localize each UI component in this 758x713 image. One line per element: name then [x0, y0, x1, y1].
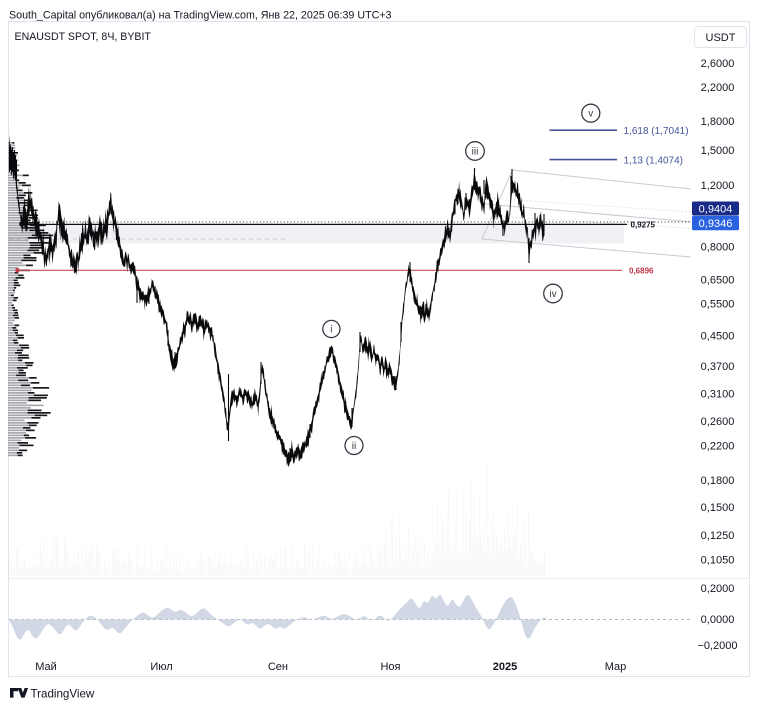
svg-text:2025: 2025	[493, 661, 517, 673]
svg-text:−0,2000: −0,2000	[697, 640, 737, 652]
svg-text:0,2000: 0,2000	[701, 583, 735, 595]
svg-text:TradingView: TradingView	[31, 687, 95, 700]
svg-text:0,4500: 0,4500	[701, 330, 735, 342]
svg-text:0,9275: 0,9275	[631, 220, 656, 229]
svg-text:0,6896: 0,6896	[629, 266, 654, 275]
svg-text:ENAUSDT SPOT, 8Ч, BYBIT: ENAUSDT SPOT, 8Ч, BYBIT	[15, 31, 152, 43]
svg-text:1,8000: 1,8000	[701, 116, 735, 128]
svg-text:Мар: Мар	[605, 661, 627, 673]
svg-text:0,9404: 0,9404	[699, 203, 733, 215]
svg-text:0,9346: 0,9346	[699, 218, 733, 230]
svg-text:0,2600: 0,2600	[701, 416, 735, 428]
svg-text:0,1800: 0,1800	[701, 475, 735, 487]
svg-text:v: v	[588, 109, 593, 120]
svg-text:0,3700: 0,3700	[701, 361, 735, 373]
svg-text:0,1050: 0,1050	[701, 555, 735, 567]
svg-text:1,2000: 1,2000	[701, 180, 735, 192]
svg-text:ii: ii	[352, 441, 356, 452]
svg-text:iii: iii	[472, 147, 479, 158]
svg-text:Май: Май	[35, 661, 57, 673]
svg-text:i: i	[330, 325, 332, 336]
svg-text:0,1250: 0,1250	[701, 530, 735, 542]
svg-text:0,6500: 0,6500	[701, 274, 735, 286]
svg-text:0,1500: 0,1500	[701, 502, 735, 514]
svg-text:0,5500: 0,5500	[701, 298, 735, 310]
svg-text:2,2000: 2,2000	[701, 82, 735, 94]
svg-text:1,618 (1,7041): 1,618 (1,7041)	[624, 126, 689, 137]
svg-text:1,13 (1,4074): 1,13 (1,4074)	[624, 156, 684, 167]
svg-text:USDT: USDT	[706, 32, 736, 44]
svg-text:0,3100: 0,3100	[701, 388, 735, 400]
svg-text:iv: iv	[549, 289, 556, 300]
svg-text:Июл: Июл	[150, 661, 172, 673]
svg-text:Ноя: Ноя	[380, 661, 400, 673]
svg-text:1,5000: 1,5000	[701, 145, 735, 157]
svg-text:0,8000: 0,8000	[701, 242, 735, 254]
svg-text:Сен: Сен	[268, 661, 288, 673]
svg-text:0,2200: 0,2200	[701, 440, 735, 452]
svg-text:2,6000: 2,6000	[701, 58, 735, 70]
svg-text:South_Capital опубликовал(а) н: South_Capital опубликовал(а) на TradingV…	[9, 9, 392, 21]
svg-text:0,0000: 0,0000	[701, 614, 735, 626]
